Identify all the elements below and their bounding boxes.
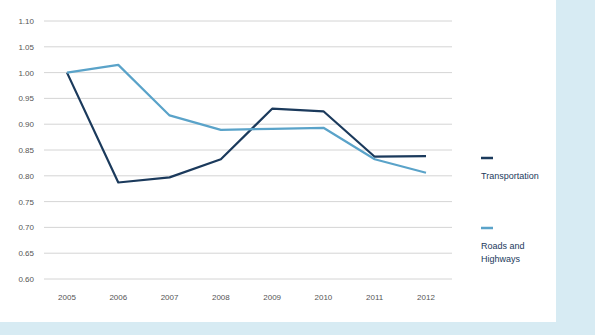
grid-line bbox=[44, 150, 452, 151]
y-tick-label: 0.90 bbox=[18, 120, 34, 129]
grid-line bbox=[44, 124, 452, 125]
x-tick-label: 2007 bbox=[161, 293, 179, 302]
chart: 0.60 0.65 0.70 0.75 0.80 0.85 0.90 0.95 1.00 1.05… bbox=[0, 0, 556, 322]
x-tick-label: 2009 bbox=[263, 293, 281, 302]
legend-label: Transportation bbox=[481, 170, 543, 183]
chart-panel bbox=[0, 0, 556, 322]
grid-line bbox=[44, 227, 452, 228]
y-tick-label: 0.75 bbox=[18, 198, 34, 207]
y-tick-label: 1.00 bbox=[18, 69, 34, 78]
y-tick-label: 0.95 bbox=[18, 94, 34, 103]
legend-swatch bbox=[481, 157, 493, 160]
grid-line bbox=[44, 279, 452, 280]
x-tick-label: 2006 bbox=[109, 293, 127, 302]
series-group bbox=[67, 65, 426, 183]
x-tick-label: 2011 bbox=[366, 293, 384, 302]
legend-swatch bbox=[481, 227, 493, 230]
grid bbox=[44, 21, 452, 279]
x-tick-label: 2005 bbox=[58, 293, 76, 302]
y-tick-label: 1.10 bbox=[18, 17, 34, 26]
grid-line bbox=[44, 72, 452, 73]
x-tick-label: 2010 bbox=[315, 293, 333, 302]
y-tick-label: 1.05 bbox=[18, 43, 34, 52]
y-tick-label: 0.60 bbox=[18, 275, 34, 284]
series-line bbox=[67, 65, 426, 173]
y-tick-label: 0.65 bbox=[18, 249, 34, 258]
x-tick-label: 2012 bbox=[417, 293, 435, 302]
grid-line bbox=[44, 253, 452, 254]
y-tick-label: 0.70 bbox=[18, 223, 34, 232]
grid-line bbox=[44, 46, 452, 47]
grid-line bbox=[44, 201, 452, 202]
y-tick-label: 0.80 bbox=[18, 172, 34, 181]
y-tick-label: 0.85 bbox=[18, 146, 34, 155]
legend-label: Roads and Highways bbox=[481, 240, 543, 266]
x-tick-label: 2008 bbox=[212, 293, 230, 302]
grid-line bbox=[44, 175, 452, 176]
series-line bbox=[67, 73, 426, 183]
grid-line bbox=[44, 21, 452, 22]
grid-line bbox=[44, 98, 452, 99]
